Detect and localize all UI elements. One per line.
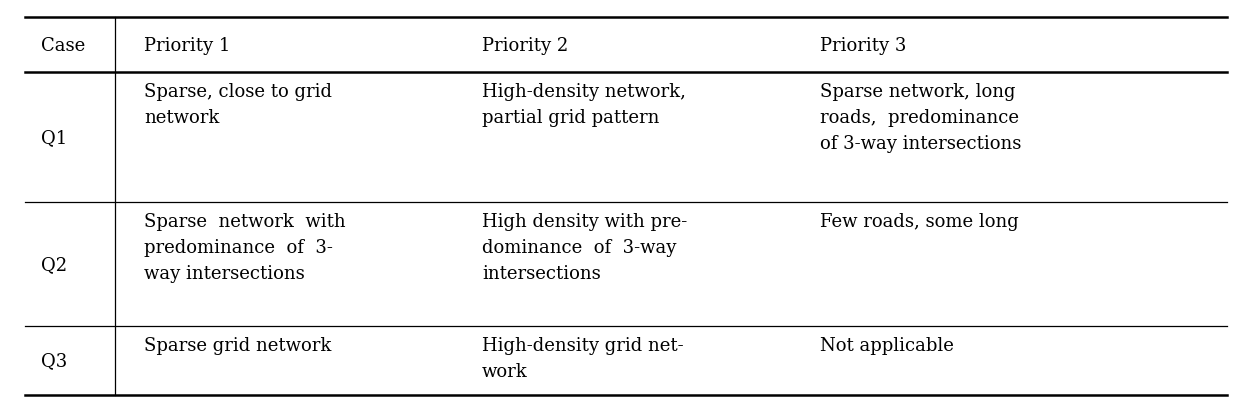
Text: High-density grid net-
work: High-density grid net- work [482, 336, 684, 380]
Text: Sparse grid network: Sparse grid network [144, 336, 332, 354]
Text: Sparse network, long
roads,  predominance
of 3-way intersections: Sparse network, long roads, predominance… [820, 83, 1022, 152]
Text: Not applicable: Not applicable [820, 336, 954, 354]
Text: Priority 3: Priority 3 [820, 36, 906, 55]
Text: Q2: Q2 [41, 255, 68, 273]
Text: Q3: Q3 [41, 352, 68, 369]
Text: Sparse, close to grid
network: Sparse, close to grid network [144, 83, 332, 127]
Text: High-density network,
partial grid pattern: High-density network, partial grid patte… [482, 83, 686, 127]
Text: Few roads, some long: Few roads, some long [820, 213, 1019, 230]
Text: Priority 2: Priority 2 [482, 36, 568, 55]
Text: Sparse  network  with
predominance  of  3-
way intersections: Sparse network with predominance of 3- w… [144, 213, 346, 282]
Text: High density with pre-
dominance  of  3-way
intersections: High density with pre- dominance of 3-wa… [482, 213, 687, 282]
Text: Q1: Q1 [41, 129, 68, 147]
Text: Priority 1: Priority 1 [144, 36, 230, 55]
Text: Case: Case [41, 36, 85, 55]
